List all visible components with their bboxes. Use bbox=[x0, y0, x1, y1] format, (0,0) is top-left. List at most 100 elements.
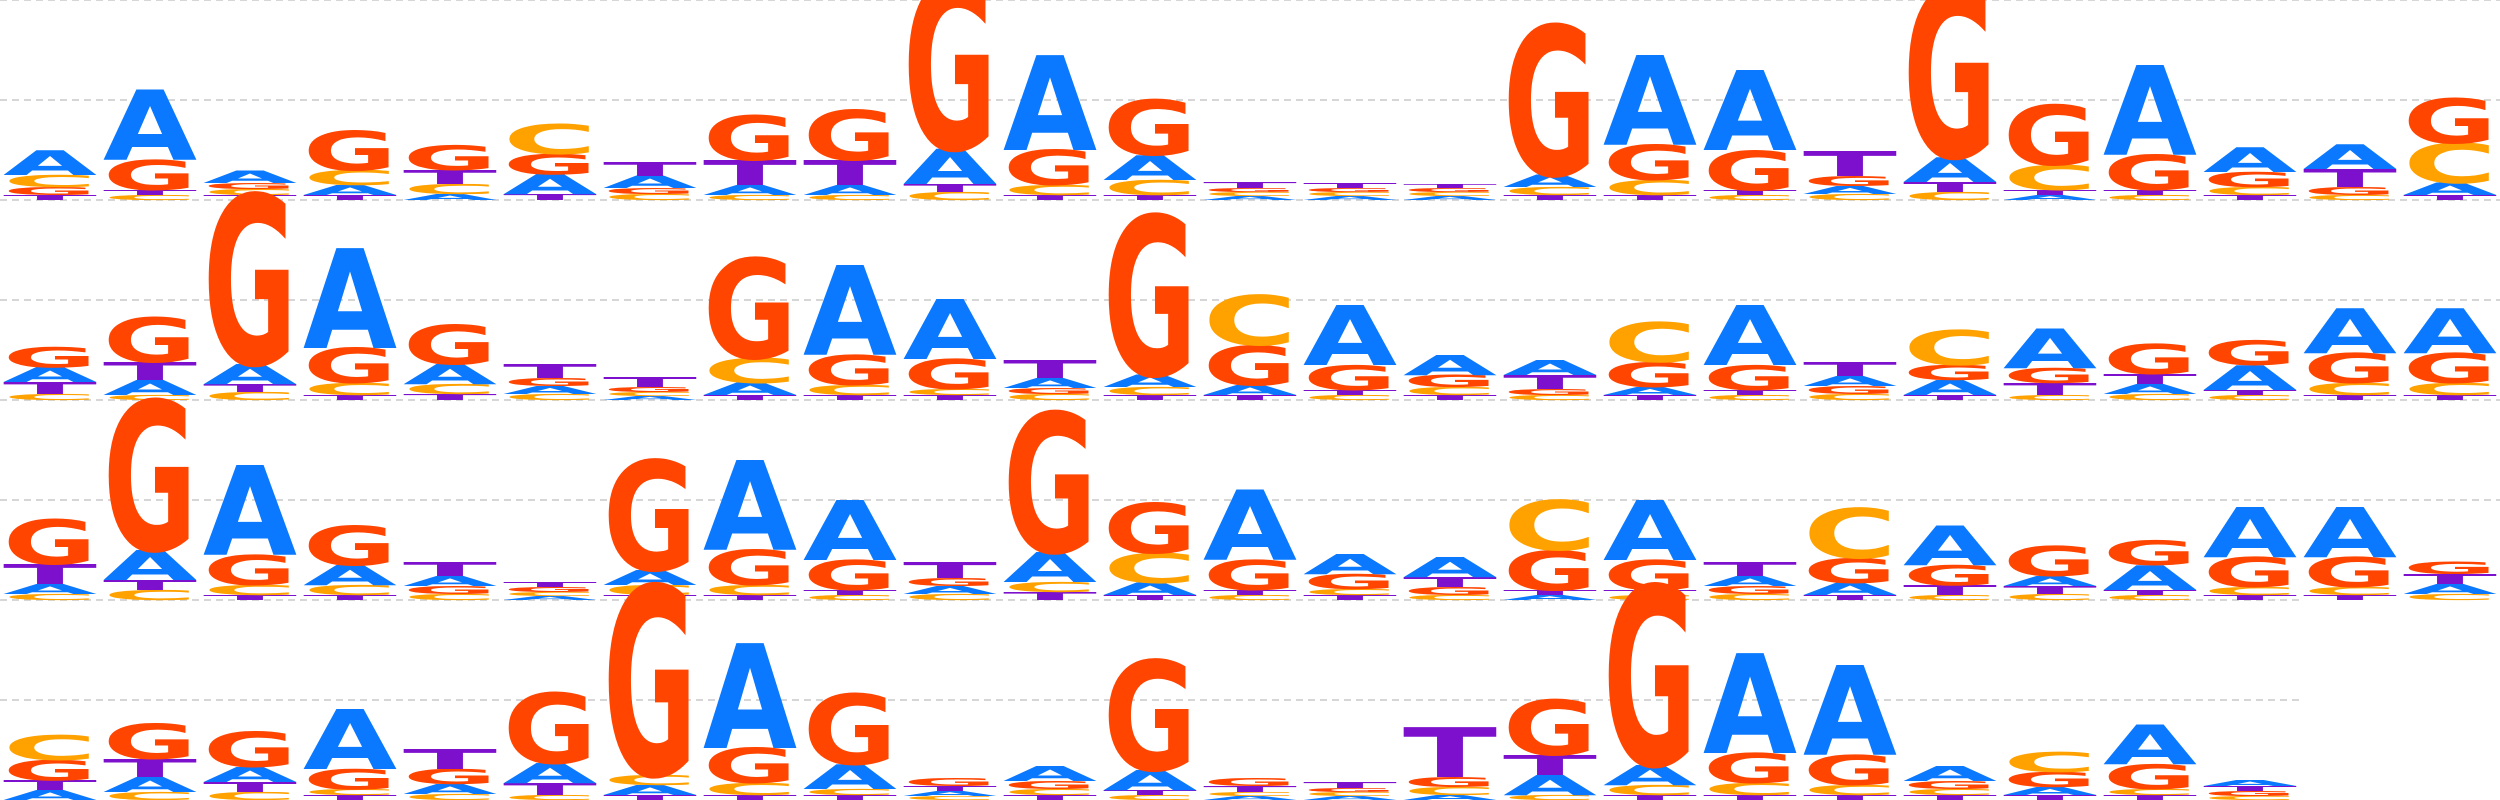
logo-letter-a: A bbox=[1903, 762, 1997, 786]
logo-letter-g: G bbox=[1503, 0, 1597, 224]
logo-letter-t: T bbox=[1603, 589, 1698, 597]
logo-letter-c: C bbox=[1403, 191, 1497, 197]
logo-letter-g: G bbox=[1503, 388, 1597, 398]
logo-letter-g: G bbox=[1303, 187, 1397, 193]
logo-letter-g: G bbox=[803, 97, 897, 177]
logo-letter-t: T bbox=[1703, 794, 1798, 800]
logo-letter-g: G bbox=[603, 187, 697, 197]
logo-letter-g: G bbox=[2203, 549, 2297, 597]
logo-letter-g: G bbox=[503, 149, 597, 181]
logo-letter-t: T bbox=[503, 360, 597, 382]
logo-letter-a: A bbox=[2103, 40, 2197, 184]
logo-letter-t: T bbox=[203, 382, 297, 395]
logo-letter-t: T bbox=[1803, 794, 1898, 800]
logo-letter-a: A bbox=[403, 358, 497, 390]
logo-letter-g: G bbox=[1303, 570, 1397, 594]
logo-letter-c: C bbox=[2003, 394, 2097, 402]
logo-letter-a: A bbox=[203, 358, 297, 390]
logo-letter-t: T bbox=[303, 794, 398, 800]
logo-letter-g: G bbox=[1903, 0, 1997, 213]
logo-letter-t: T bbox=[303, 194, 398, 202]
logo-letter-c: C bbox=[503, 116, 597, 164]
logo-letter-t: T bbox=[2203, 594, 2298, 602]
logo-letter-g: G bbox=[1603, 538, 1697, 800]
logo-letter-c: C bbox=[1003, 787, 1097, 797]
logo-letter-t: T bbox=[2003, 189, 2098, 197]
logo-letter-a: A bbox=[1403, 195, 1498, 201]
logo-letter-c: C bbox=[1103, 545, 1197, 593]
logo-letter-t: T bbox=[103, 357, 197, 386]
logo-letter-t: T bbox=[603, 374, 697, 390]
logo-letter-c: C bbox=[2003, 592, 2097, 602]
logo-letter-a: A bbox=[3, 787, 97, 800]
logo-letter-g: G bbox=[603, 534, 697, 800]
logo-letter-a: A bbox=[3, 363, 97, 387]
logo-letter-c: C bbox=[403, 381, 497, 397]
logo-letter-c: C bbox=[1903, 594, 1997, 602]
logo-letter-a: A bbox=[303, 221, 397, 381]
logo-letter-t: T bbox=[803, 794, 898, 800]
logo-letter-g: G bbox=[903, 351, 997, 399]
logo-letter-g: G bbox=[2103, 757, 2197, 797]
logo-letter-c: C bbox=[2103, 787, 2197, 797]
logo-letter-c: C bbox=[2303, 380, 2397, 399]
logo-letter-g: G bbox=[403, 138, 497, 178]
logo-letter-a: A bbox=[1303, 195, 1398, 201]
logo-letter-a: A bbox=[2203, 778, 2298, 788]
logo-letter-c: C bbox=[803, 787, 897, 797]
logo-letter-t: T bbox=[2303, 164, 2397, 193]
logo-letter-t: T bbox=[1103, 394, 1198, 402]
logo-letter-t: T bbox=[1903, 582, 1997, 598]
logo-letter-a: A bbox=[2403, 180, 2497, 199]
logo-letter-a: A bbox=[803, 240, 897, 384]
logo-letter-t: T bbox=[2103, 371, 2197, 387]
logo-letter-a: A bbox=[1703, 290, 1797, 385]
logo-letter-g: G bbox=[903, 576, 997, 589]
logo-letter-a: A bbox=[603, 566, 697, 590]
logo-letter-t: T bbox=[403, 558, 497, 580]
logo-letter-g: G bbox=[1903, 361, 1997, 385]
logo-letter-c: C bbox=[1603, 782, 1697, 798]
logo-letter-a: A bbox=[1803, 640, 1897, 784]
logo-letter-a: A bbox=[503, 595, 598, 601]
logo-letter-t: T bbox=[203, 194, 298, 202]
logo-letter-c: C bbox=[203, 390, 297, 403]
logo-letter-g: G bbox=[1203, 335, 1297, 398]
logo-letter-g: G bbox=[803, 552, 897, 600]
logo-letter-a: A bbox=[303, 182, 397, 198]
logo-letter-g: G bbox=[1503, 685, 1597, 773]
logo-letter-t: T bbox=[103, 189, 198, 197]
logo-letter-a: A bbox=[3, 581, 97, 597]
logo-letter-t: T bbox=[2003, 380, 2097, 399]
logo-letter-g: G bbox=[203, 723, 297, 779]
logo-letter-a: A bbox=[2203, 494, 2297, 574]
logo-letter-c: C bbox=[303, 380, 397, 399]
logo-letter-c: C bbox=[703, 352, 797, 392]
logo-letter-t: T bbox=[1103, 594, 1198, 602]
logo-letter-a: A bbox=[1203, 382, 1297, 398]
logo-letter-a: A bbox=[1903, 376, 1997, 400]
logo-letter-t: T bbox=[903, 394, 998, 402]
logo-letter-g: G bbox=[1903, 560, 1997, 592]
logo-letter-g: G bbox=[2403, 86, 2497, 158]
logo-letter-t: T bbox=[1203, 180, 1298, 190]
logo-letter-t: T bbox=[1403, 713, 1497, 793]
logo-letter-c: C bbox=[1003, 392, 1097, 402]
logo-letter-c: C bbox=[1303, 191, 1397, 197]
logo-letter-c: C bbox=[703, 780, 797, 799]
logo-letter-a: A bbox=[903, 790, 998, 798]
logo-letter-g: G bbox=[103, 715, 197, 771]
logo-letter-t: T bbox=[903, 785, 998, 793]
logo-letter-t: T bbox=[2403, 394, 2498, 402]
logo-letter-t: T bbox=[3, 777, 97, 793]
logo-letter-g: G bbox=[2003, 768, 2097, 792]
logo-letter-c: C bbox=[1503, 185, 1597, 198]
logo-letter-c: C bbox=[303, 582, 397, 598]
logo-letter-a: A bbox=[803, 758, 897, 798]
logo-letter-a: A bbox=[1103, 372, 1197, 391]
logo-letter-c: C bbox=[203, 187, 297, 197]
logo-letter-c: C bbox=[303, 787, 397, 797]
logo-letter-a: A bbox=[1503, 769, 1597, 800]
logo-letter-a: A bbox=[1703, 50, 1797, 177]
